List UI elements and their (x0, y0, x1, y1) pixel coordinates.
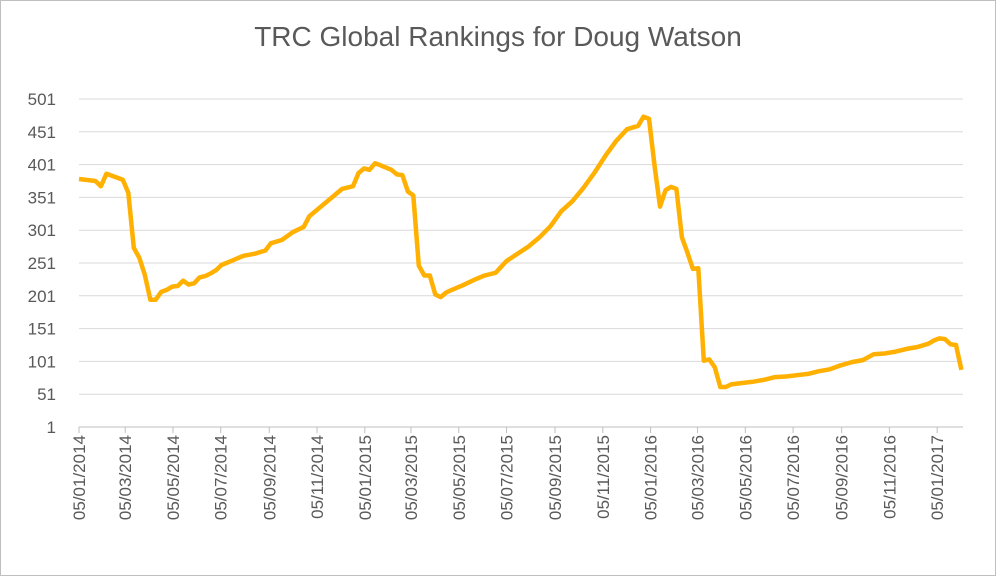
x-tick-label: 05/11/2014 (308, 435, 327, 519)
y-tick-label: 101 (28, 352, 56, 371)
x-tick-label: 05/09/2014 (260, 435, 279, 520)
y-tick-label: 251 (28, 254, 56, 273)
x-tick-label: 05/07/2015 (498, 435, 517, 520)
x-tick-label: 05/11/2016 (880, 435, 899, 519)
x-tick-label: 05/09/2015 (546, 435, 565, 520)
y-tick-label: 301 (28, 221, 56, 240)
chart-title: TRC Global Rankings for Doug Watson (254, 21, 742, 52)
x-tick-label: 05/01/2015 (356, 435, 375, 520)
x-tick-label: 05/03/2014 (116, 435, 135, 520)
x-tick-label: 05/01/2016 (642, 435, 661, 520)
x-tick-label: 05/01/2017 (928, 435, 947, 520)
y-tick-label: 351 (28, 188, 56, 207)
y-tick-label: 401 (28, 156, 56, 175)
x-tick-label: 05/05/2015 (450, 435, 469, 520)
y-tick-label: 451 (28, 123, 56, 142)
y-tick-label: 51 (37, 385, 56, 404)
x-tick-label: 05/05/2014 (164, 435, 183, 520)
y-tick-label: 1 (47, 418, 56, 437)
x-tick-label: 05/07/2014 (212, 435, 231, 520)
data-line (78, 114, 964, 390)
x-tick-label: 05/11/2015 (594, 435, 613, 519)
x-tick-label: 05/03/2015 (402, 435, 421, 520)
x-tick-label: 05/03/2016 (689, 435, 708, 520)
y-tick-label: 201 (28, 287, 56, 306)
x-tick-label: 05/07/2016 (784, 435, 803, 520)
y-tick-label: 151 (28, 320, 56, 339)
x-tick-label: 05/01/2014 (70, 435, 89, 520)
x-tick-label: 05/05/2016 (736, 435, 755, 520)
x-tick-label: 05/09/2016 (833, 435, 852, 520)
y-tick-label: 501 (28, 90, 56, 109)
